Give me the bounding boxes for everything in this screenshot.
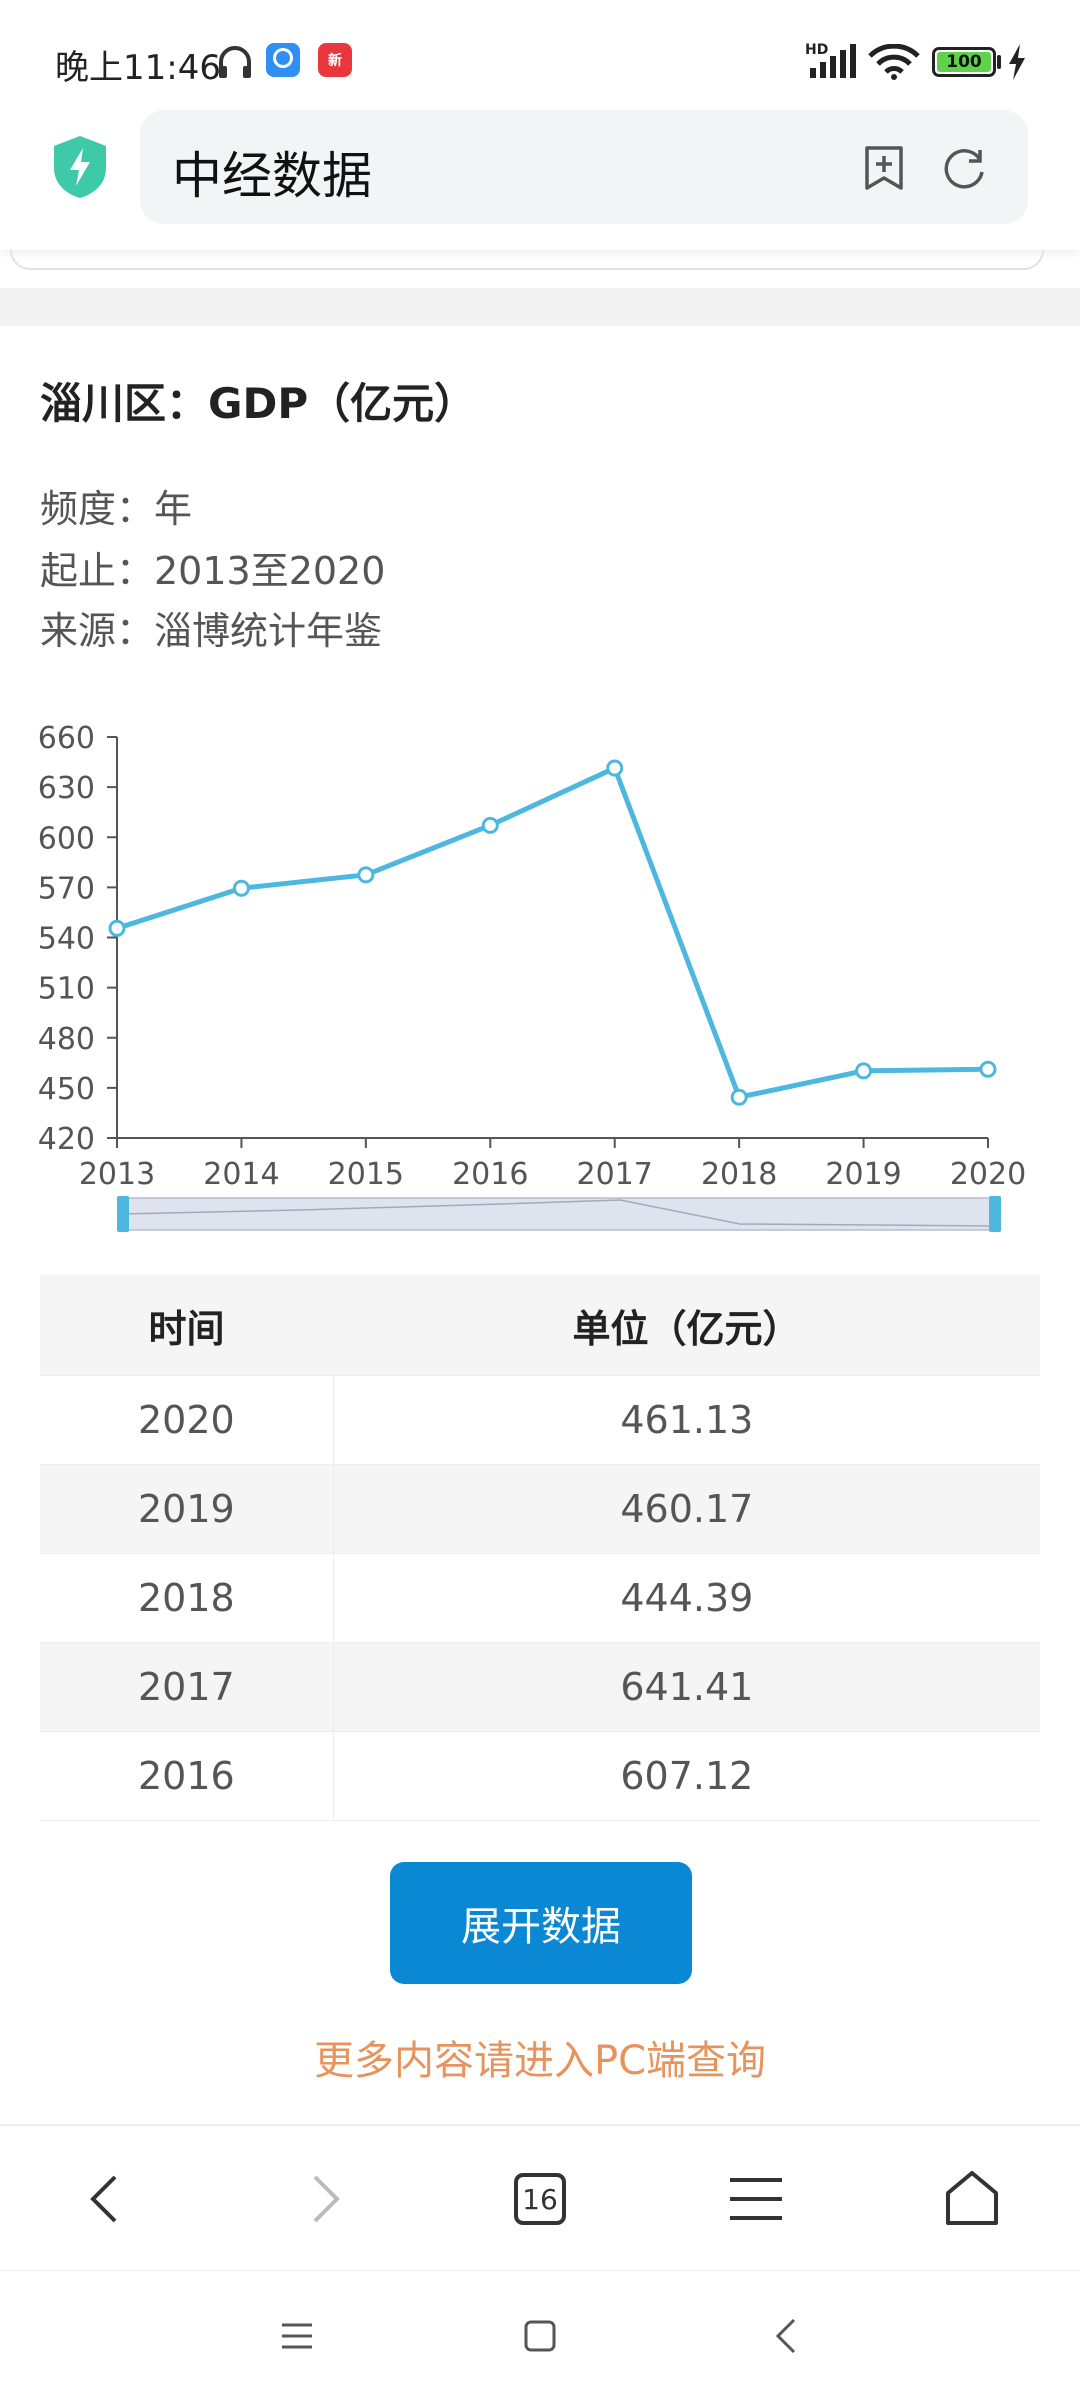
bookmark-add-icon[interactable] xyxy=(862,144,906,192)
x-tick-label: 2019 xyxy=(825,1157,901,1192)
year-cell: 2019 xyxy=(40,1465,334,1553)
table-header-row: 时间 单位（亿元） xyxy=(40,1275,1040,1376)
value-cell: 607.12 xyxy=(620,1754,754,1798)
table-row: 2020 461.13 xyxy=(40,1376,1040,1465)
table-row: 2018 444.39 xyxy=(40,1554,1040,1643)
y-tick-label: 420 xyxy=(38,1122,95,1157)
value-cell: 461.13 xyxy=(620,1398,754,1442)
zoom-handle-right[interactable] xyxy=(989,1196,1001,1232)
expand-data-button[interactable]: 展开数据 xyxy=(390,1862,692,1984)
kugou-app-icon xyxy=(266,43,300,77)
menu-button[interactable] xyxy=(696,2126,816,2272)
value-cell: 460.17 xyxy=(620,1487,754,1531)
value-cell: 641.41 xyxy=(620,1665,754,1709)
battery-icon: 100 xyxy=(932,47,996,77)
battery-tip xyxy=(997,55,1001,69)
y-tick-label: 630 xyxy=(38,771,95,806)
data-point[interactable] xyxy=(855,1062,873,1080)
pc-query-link[interactable]: 更多内容请进入PC端查询 xyxy=(313,2038,767,2084)
data-point[interactable] xyxy=(481,816,499,834)
square-icon xyxy=(524,2320,556,2352)
battery-level: 100 xyxy=(937,52,991,72)
year-cell: 2018 xyxy=(40,1554,334,1642)
system-nav-bar xyxy=(0,2270,1080,2401)
status-time: 晚上11:46 xyxy=(55,48,221,88)
search-box-edge xyxy=(10,250,1044,270)
headset-icon xyxy=(219,46,251,78)
frequency-text: 频度：年 xyxy=(40,487,193,531)
back-arrow-icon xyxy=(775,2318,796,2354)
y-tick-label: 540 xyxy=(38,922,95,957)
system-back-button[interactable] xyxy=(737,2271,837,2401)
gdp-line-chart[interactable]: 660 630 600 570 540 510 480 450 420 2013 2014 2015… xyxy=(0,700,1080,1240)
year-cell: 2017 xyxy=(40,1643,334,1731)
signal-icon xyxy=(810,44,856,78)
chevron-right-icon xyxy=(313,2175,340,2223)
y-tick-label: 660 xyxy=(38,721,95,756)
home-icon xyxy=(946,2171,998,2225)
chevron-left-icon xyxy=(90,2175,117,2223)
section-divider xyxy=(0,288,1080,326)
x-tick-label: 2013 xyxy=(79,1157,155,1192)
year-cell: 2016 xyxy=(40,1732,334,1820)
y-tick-label: 480 xyxy=(38,1022,95,1057)
data-table: 时间 单位（亿元） 2020 461.13 2019 460.17 2018 4… xyxy=(40,1275,1040,1821)
table-row: 2016 607.12 xyxy=(40,1732,1040,1821)
recents-icon xyxy=(282,2323,312,2349)
header-unit: 单位（亿元） xyxy=(572,1306,801,1351)
header-time: 时间 xyxy=(148,1306,225,1351)
data-point[interactable] xyxy=(232,879,250,897)
news-app-icon: 新 xyxy=(318,43,352,77)
x-tick-label: 2018 xyxy=(701,1157,777,1192)
series-line xyxy=(116,764,989,1101)
data-point[interactable] xyxy=(979,1060,997,1078)
status-bar: 晚上11:46 新 HD 100 xyxy=(0,0,1080,110)
shield-icon[interactable] xyxy=(52,134,108,200)
system-home-button[interactable] xyxy=(490,2271,590,2401)
charging-icon xyxy=(1009,44,1025,80)
x-tick-label: 2014 xyxy=(203,1157,279,1192)
x-tick-label: 2015 xyxy=(328,1157,404,1192)
wifi-icon xyxy=(868,44,920,80)
recent-apps-button[interactable] xyxy=(247,2271,347,2401)
value-cell: 444.39 xyxy=(620,1576,754,1620)
tabs-button[interactable]: 16 xyxy=(480,2126,600,2272)
address-bar[interactable]: 中经数据 xyxy=(140,110,1028,224)
table-row: 2019 460.17 xyxy=(40,1465,1040,1554)
y-tick-label: 510 xyxy=(38,972,95,1007)
data-point[interactable] xyxy=(357,866,375,884)
home-button[interactable] xyxy=(912,2126,1032,2272)
forward-button[interactable] xyxy=(265,2126,385,2272)
address-text: 中经数据 xyxy=(172,147,372,205)
y-tick-label: 450 xyxy=(38,1072,95,1107)
y-tick-label: 570 xyxy=(38,871,95,906)
zoom-slider-preview xyxy=(121,1199,997,1227)
page-title: 淄川区：GDP（亿元） xyxy=(40,379,477,428)
hd-indicator: HD xyxy=(805,42,829,58)
zoom-handle-left[interactable] xyxy=(117,1196,129,1232)
data-point[interactable] xyxy=(108,919,126,937)
back-button[interactable] xyxy=(45,2126,165,2272)
x-tick-label: 2017 xyxy=(577,1157,653,1192)
menu-icon xyxy=(730,2178,782,2220)
source-text: 来源：淄博统计年鉴 xyxy=(40,609,383,653)
data-point[interactable] xyxy=(606,759,624,777)
tab-count: 16 xyxy=(514,2173,566,2225)
browser-toolbar: 中经数据 xyxy=(0,110,1080,250)
range-text: 起止：2013至2020 xyxy=(40,549,386,593)
data-point[interactable] xyxy=(730,1088,748,1106)
year-cell: 2020 xyxy=(40,1376,334,1464)
browser-bottom-nav: 16 xyxy=(0,2124,1080,2272)
refresh-icon[interactable] xyxy=(940,144,988,192)
x-tick-label: 2016 xyxy=(452,1157,528,1192)
y-tick-label: 600 xyxy=(38,821,95,856)
x-tick-label: 2020 xyxy=(950,1157,1026,1192)
table-row: 2017 641.41 xyxy=(40,1643,1040,1732)
